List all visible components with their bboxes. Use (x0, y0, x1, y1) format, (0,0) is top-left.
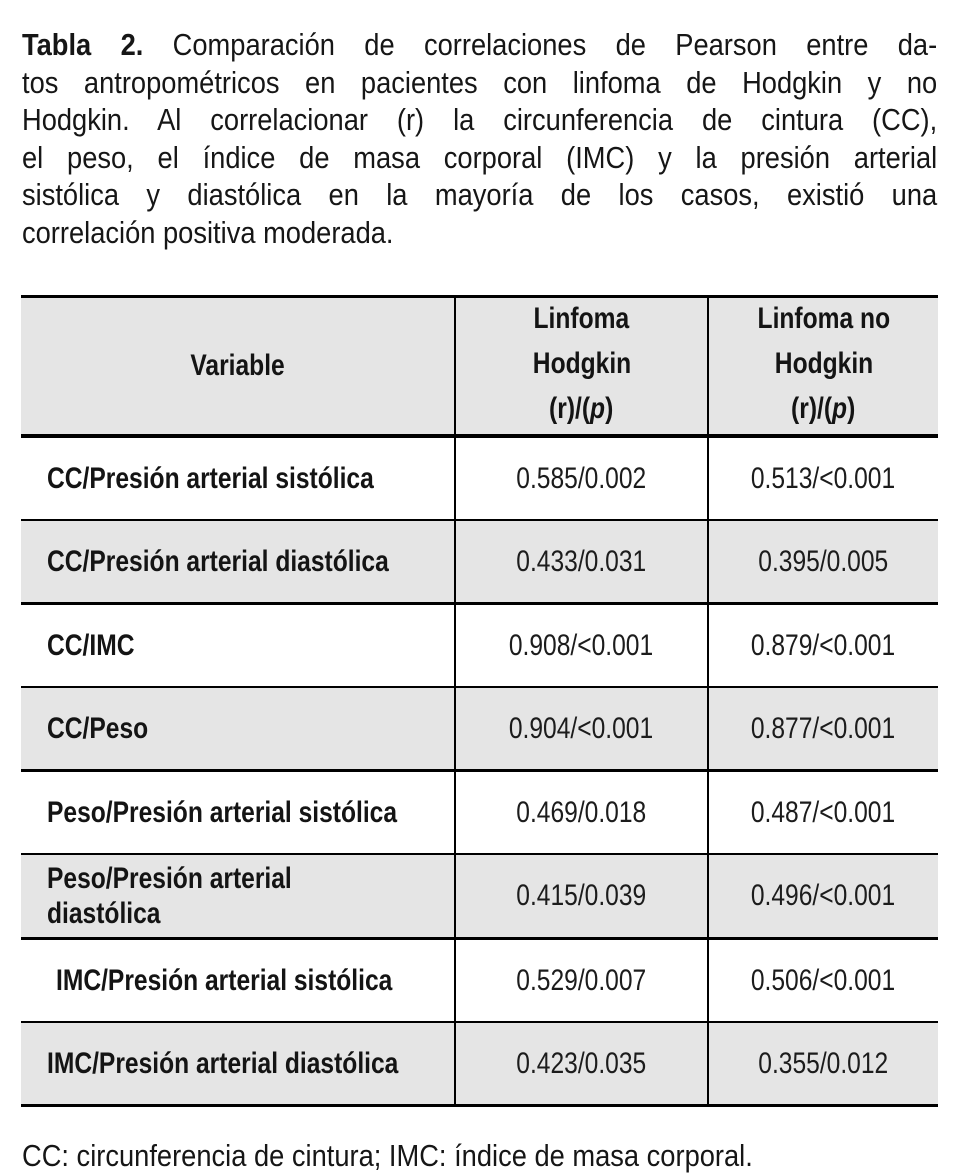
no-hodgkin-value-cell: 0.513/<0.001 (707, 436, 938, 521)
caption-line-1-text: Comparación de correlaciones de Pearson … (143, 27, 938, 62)
table-footnote: CC: circunferencia de cintura; IMC: índi… (22, 1137, 958, 1174)
hodgkin-value-cell: 0.904/<0.001 (454, 687, 708, 772)
caption-line: correlación positiva moderada. (22, 214, 394, 250)
p-italic: p (590, 391, 606, 425)
footnote-text: CC: circunferencia de cintura; IMC: índi… (22, 1138, 753, 1173)
variable-cell: Peso/Presión arterial diastólica (21, 854, 455, 940)
variable-cell: CC/IMC (21, 603, 455, 688)
caption-line: Tabla 2. Comparación de correlaciones de… (22, 26, 937, 64)
header-no-hodgkin-stat-label: (r)/(p) (791, 391, 856, 425)
table-caption: Tabla 2. Comparación de correlaciones de… (22, 26, 937, 251)
header-variable-cell: Variable (21, 296, 455, 438)
hodgkin-value-cell: 0.433/0.031 (454, 520, 708, 605)
variable-cell: CC/Presión arterial diastólica (21, 520, 455, 605)
header-hodgkin-line2: Hodgkin (532, 346, 631, 380)
table-row: IMC/Presión arterial sistólica 0.529/0.0… (21, 938, 938, 1023)
variable-cell: IMC/Presión arterial diastólica (21, 1022, 455, 1106)
correlations-table: Variable Linfoma Hodgkin (r)/(p) Linfoma… (21, 295, 938, 1107)
no-hodgkin-value-cell: 0.877/<0.001 (707, 687, 938, 772)
table-row: CC/Presión arterial sistólica 0.585/0.00… (21, 436, 938, 521)
header-linfoma-no-hodgkin-cell: Linfoma no Hodgkin (r)/(p) (707, 296, 938, 438)
header-linfoma-hodgkin-cell: Linfoma Hodgkin (r)/(p) (454, 296, 708, 438)
no-hodgkin-value-cell: 0.879/<0.001 (707, 603, 938, 688)
hodgkin-value-cell: 0.469/0.018 (454, 770, 708, 855)
p-italic: p (832, 391, 848, 425)
no-hodgkin-value-cell: 0.355/0.012 (707, 1022, 938, 1106)
no-hodgkin-value-cell: 0.487/<0.001 (707, 770, 938, 855)
table-row: CC/Presión arterial diastólica 0.433/0.0… (21, 520, 938, 605)
no-hodgkin-value-cell: 0.395/0.005 (707, 520, 938, 605)
table-row: Peso/Presión arterial sistólica 0.469/0.… (21, 770, 938, 855)
table-row: CC/Peso 0.904/<0.001 0.877/<0.001 (21, 687, 938, 772)
hodgkin-value-cell: 0.585/0.002 (454, 436, 708, 521)
caption-line: tos antropométricos en pacientes con lin… (22, 64, 938, 100)
header-row: Variable Linfoma Hodgkin (r)/(p) Linfoma… (21, 296, 938, 438)
header-hodgkin-line1: Linfoma (533, 301, 630, 335)
variable-cell: CC/Presión arterial sistólica (21, 436, 455, 521)
variable-cell: CC/Peso (21, 687, 455, 772)
hodgkin-value-cell: 0.908/<0.001 (454, 603, 708, 688)
header-no-hodgkin-line2: Hodgkin (774, 346, 873, 380)
no-hodgkin-value-cell: 0.496/<0.001 (707, 854, 938, 940)
hodgkin-value-cell: 0.415/0.039 (454, 854, 708, 940)
hodgkin-value-cell: 0.529/0.007 (454, 938, 708, 1023)
header-no-hodgkin-line1: Linfoma no (757, 301, 890, 335)
header-variable-label: Variable (190, 349, 285, 382)
caption-line: el peso, el índice de masa corporal (IMC… (22, 139, 938, 175)
hodgkin-value-cell: 0.423/0.035 (454, 1022, 708, 1106)
caption-line: sistólica y diastólica en la mayoría de … (22, 177, 938, 212)
no-hodgkin-value-cell: 0.506/<0.001 (707, 938, 938, 1023)
header-hodgkin-stat-label: (r)/(p) (549, 391, 614, 425)
variable-cell: IMC/Presión arterial sistólica (21, 938, 455, 1023)
table-row: IMC/Presión arterial diastólica 0.423/0.… (21, 1022, 938, 1106)
caption-table-label: Tabla 2. (22, 27, 144, 62)
table-row: Peso/Presión arterial diastólica 0.415/0… (21, 854, 938, 940)
variable-cell: Peso/Presión arterial sistólica (21, 770, 455, 855)
caption-line: Hodgkin. Al correlacionar (r) la circunf… (22, 102, 938, 137)
table-row: CC/IMC 0.908/<0.001 0.879/<0.001 (21, 603, 938, 688)
